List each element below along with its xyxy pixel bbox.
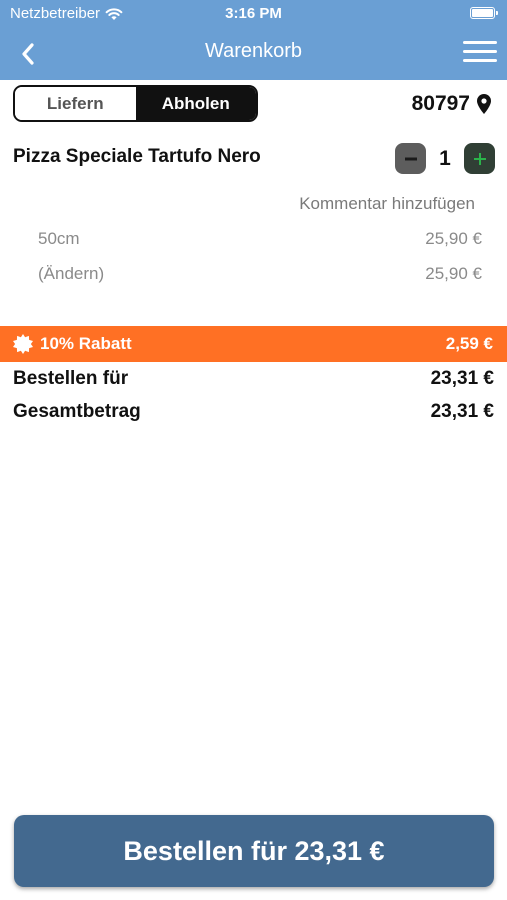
total-value: 23,31 €: [430, 401, 494, 422]
carrier-info: Netzbetreiber: [10, 5, 123, 22]
discount-bar: 10% Rabatt 2,59 €: [0, 326, 507, 362]
minus-icon: [404, 157, 417, 160]
zip-code: 80797: [411, 92, 470, 115]
total-row: Gesamtbetrag 23,31 €: [13, 401, 494, 423]
order-mode-toggle: Liefern Abholen: [13, 85, 258, 122]
tab-abholen[interactable]: Abholen: [135, 87, 256, 120]
discount-amount: 2,59 €: [445, 334, 493, 353]
item-detail-row: 50cm 25,90 €: [38, 229, 482, 249]
increase-quantity-button[interactable]: [464, 143, 495, 174]
quantity-value: 1: [439, 146, 451, 170]
item-name: Pizza Speciale Tartufo Nero: [13, 146, 261, 167]
app-header: Netzbetreiber 3:16 PM Warenkorb: [0, 0, 507, 80]
order-for-value: 23,31 €: [430, 368, 494, 389]
total-label: Gesamtbetrag: [13, 401, 141, 422]
place-order-button[interactable]: Bestellen für 23,31 €: [14, 815, 494, 887]
hamburger-menu-icon: [463, 41, 497, 44]
quantity-stepper: 1: [395, 143, 495, 174]
carrier-name: Netzbetreiber: [10, 5, 101, 22]
page-title: Warenkorb: [204, 40, 303, 62]
chevron-left-icon: [22, 43, 34, 65]
location-selector[interactable]: 80797: [412, 92, 491, 116]
order-for-row: Bestellen für 23,31 €: [13, 368, 494, 390]
discount-badge-icon: [13, 334, 33, 354]
plus-icon: [473, 152, 486, 165]
wifi-icon: [105, 7, 123, 20]
discount-label: 10% Rabatt: [40, 334, 132, 353]
back-button[interactable]: [12, 38, 44, 70]
detail-price: 25,90 €: [425, 229, 482, 248]
status-time: 3:16 PM: [225, 5, 282, 22]
tab-liefern[interactable]: Liefern: [15, 87, 136, 120]
change-option-link[interactable]: (Ändern): [38, 264, 105, 283]
add-comment-link[interactable]: Kommentar hinzufügen: [299, 194, 475, 213]
nav-bar: Warenkorb: [0, 28, 507, 78]
detail-label: 50cm: [38, 229, 80, 248]
menu-button[interactable]: [463, 38, 497, 66]
decrease-quantity-button[interactable]: [395, 143, 426, 174]
status-bar: Netzbetreiber 3:16 PM: [0, 0, 507, 28]
map-pin-icon: [477, 94, 491, 114]
detail-price: 25,90 €: [425, 264, 482, 283]
item-detail-row: (Ändern) 25,90 €: [38, 264, 482, 284]
order-for-label: Bestellen für: [13, 368, 129, 389]
battery-icon: [470, 7, 498, 19]
